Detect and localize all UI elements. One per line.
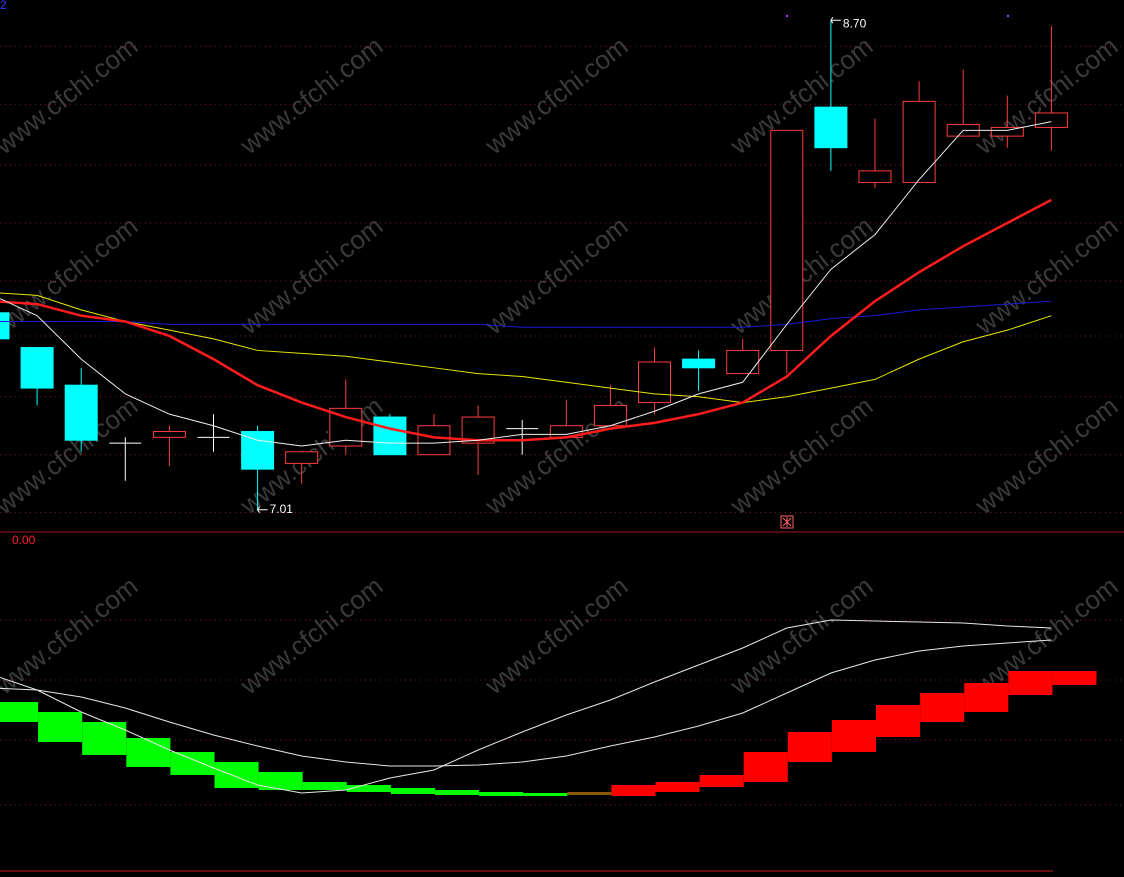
annotation-arrow — [256, 506, 268, 514]
histogram-bar — [743, 752, 788, 782]
moving-average — [0, 292, 1052, 404]
histogram-bar — [567, 792, 612, 795]
moving-average — [0, 121, 1052, 447]
candle-body — [241, 431, 275, 470]
histogram-bar — [699, 775, 744, 787]
candle-body — [814, 106, 848, 149]
candle-body — [682, 358, 716, 369]
candle-body — [902, 100, 936, 183]
moving-average — [0, 198, 1052, 442]
histogram-bar — [346, 785, 391, 792]
candle-body — [152, 431, 186, 438]
histogram-bar — [0, 702, 39, 722]
indicator-line — [0, 619, 1052, 794]
event-icon — [780, 515, 794, 529]
histogram-bar — [787, 732, 832, 762]
histogram-bar — [611, 785, 656, 796]
marker-dot — [785, 14, 789, 18]
candle-body — [858, 170, 892, 183]
histogram-bar — [170, 752, 215, 775]
histogram-bar — [214, 762, 259, 788]
histogram-bar — [920, 693, 965, 722]
candle-body — [0, 312, 10, 340]
candle-body — [373, 416, 407, 456]
histogram-bar — [390, 788, 435, 794]
candle-body — [285, 451, 319, 464]
histogram-bar — [655, 782, 700, 792]
candle-body — [726, 349, 760, 375]
histogram-bar — [964, 683, 1009, 712]
histogram-bar — [82, 722, 127, 755]
histogram-bar — [831, 720, 876, 752]
histogram-bar — [523, 793, 568, 796]
histogram-bar — [258, 772, 303, 790]
event-icon-glyph — [782, 517, 792, 527]
candle-body — [990, 126, 1024, 137]
moving-average — [0, 300, 1052, 328]
histogram-bar — [302, 782, 347, 790]
histogram-bar — [126, 738, 171, 767]
candle-body — [417, 425, 451, 456]
marker-dot — [1006, 14, 1010, 18]
indicator-line — [0, 639, 1052, 767]
histogram-bar — [876, 705, 921, 737]
candle-body — [20, 347, 54, 389]
candle-body — [593, 404, 627, 427]
annotation-label: 8.70 — [843, 16, 867, 30]
histogram-bar — [479, 792, 524, 796]
zero-label: 0.00 — [12, 533, 36, 547]
candle-body — [1034, 112, 1068, 128]
histogram-bar — [1052, 671, 1097, 685]
corner-label: 2 — [0, 0, 7, 12]
candle-body — [770, 129, 804, 351]
histogram-bar — [38, 712, 83, 742]
annotation-label: 7.01 — [270, 502, 294, 516]
candle-body — [64, 384, 98, 441]
histogram-bar — [1008, 671, 1053, 695]
histogram-bar — [435, 790, 480, 795]
annotation-arrow — [830, 16, 841, 24]
candle-body — [638, 361, 671, 404]
